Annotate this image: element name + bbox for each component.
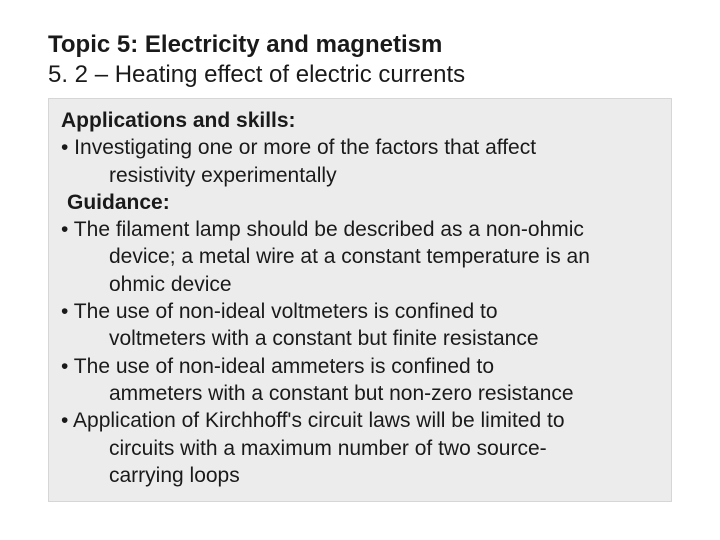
content-box: Applications and skills: • Investigating… [48,98,672,502]
guidance-bullet-3-line-1: • The use of non-ideal ammeters is confi… [61,353,659,380]
guidance-bullet-1-line-1: • The filament lamp should be described … [61,216,659,243]
guidance-bullet-2-line-1: • The use of non-ideal voltmeters is con… [61,298,659,325]
topic-subtitle: 5. 2 – Heating effect of electric curren… [48,60,672,90]
slide: Topic 5: Electricity and magnetism 5. 2 … [0,0,720,540]
guidance-bullet-1-line-3: ohmic device [61,271,659,298]
guidance-heading: Guidance: [61,189,659,216]
guidance-bullet-1-line-2: device; a metal wire at a constant tempe… [61,243,659,270]
guidance-bullet-4-line-3: carrying loops [61,462,659,489]
guidance-bullet-3-line-2: ammeters with a constant but non-zero re… [61,380,659,407]
topic-title: Topic 5: Electricity and magnetism [48,30,672,60]
guidance-bullet-4-line-1: • Application of Kirchhoff's circuit law… [61,407,659,434]
applications-heading: Applications and skills: [61,107,659,134]
applications-bullet-1-line-2: resistivity experimentally [61,162,659,189]
guidance-bullet-2-line-2: voltmeters with a constant but finite re… [61,325,659,352]
applications-bullet-1-line-1: • Investigating one or more of the facto… [61,134,659,161]
slide-header: Topic 5: Electricity and magnetism 5. 2 … [48,30,672,90]
guidance-bullet-4-line-2: circuits with a maximum number of two so… [61,435,659,462]
